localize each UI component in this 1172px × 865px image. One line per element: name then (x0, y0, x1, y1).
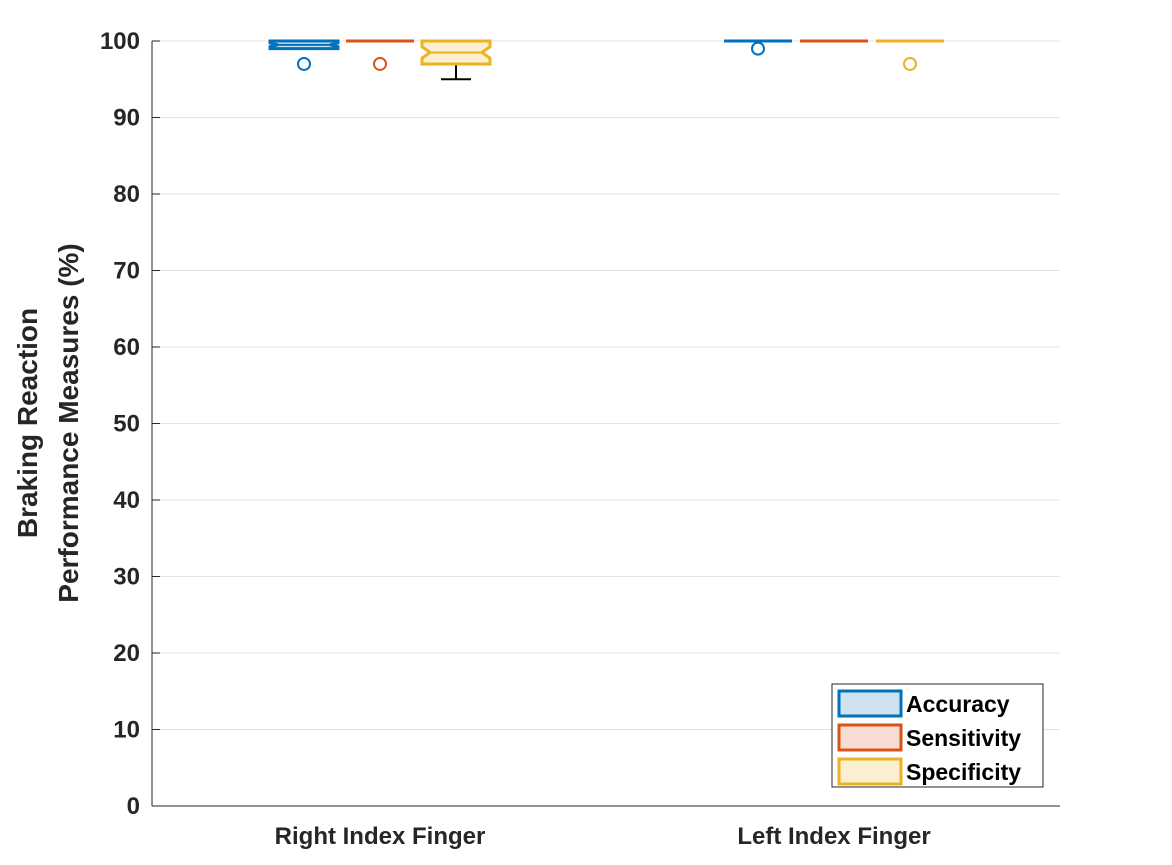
box-sensitivity-right (346, 39, 414, 71)
y-tick-label: 90 (113, 105, 140, 132)
outlier-point (297, 56, 311, 71)
legend-label-specificity: Specificity (906, 759, 1021, 785)
legend: Accuracy Sensitivity Specificity (831, 683, 1044, 788)
y-tick-label: 80 (113, 181, 140, 208)
legend-swatch-accuracy (837, 689, 903, 718)
legend-label-accuracy: Accuracy (906, 691, 1010, 717)
y-tick-label: 20 (113, 640, 140, 667)
x-tick-label: Left Index Finger (737, 823, 930, 850)
outlier-point (903, 56, 917, 71)
box-accuracy-right (268, 39, 340, 71)
y-axis-title-line-1: Braking Reaction (12, 308, 43, 538)
y-tick-labels: 0 10 20 30 40 50 60 70 80 90 100 (100, 28, 160, 820)
y-tick-label: 30 (113, 564, 140, 591)
y-tick-label: 60 (113, 334, 140, 361)
outlier-point (373, 56, 387, 71)
legend-swatch-sensitivity (837, 723, 903, 752)
y-axis-title-line-2: Performance Measures (%) (53, 243, 84, 602)
box-plots (268, 39, 944, 81)
y-tick-label: 0 (127, 793, 140, 820)
y-tick-label: 100 (100, 28, 140, 55)
y-tick-label: 40 (113, 487, 140, 514)
grid-lines (152, 40, 1060, 730)
y-tick-label: 10 (113, 717, 140, 744)
legend-swatch-specificity (837, 757, 903, 786)
x-tick-label: Right Index Finger (275, 823, 486, 850)
y-tick-label: 50 (113, 411, 140, 438)
box-accuracy-left (724, 39, 792, 56)
outlier-point (751, 41, 765, 56)
y-tick-label: 70 (113, 258, 140, 285)
box-specificity-right (420, 39, 492, 81)
box-specificity-left (876, 39, 944, 71)
legend-label-sensitivity: Sensitivity (906, 725, 1021, 751)
x-tick-labels: Right Index Finger Left Index Finger (275, 823, 931, 850)
